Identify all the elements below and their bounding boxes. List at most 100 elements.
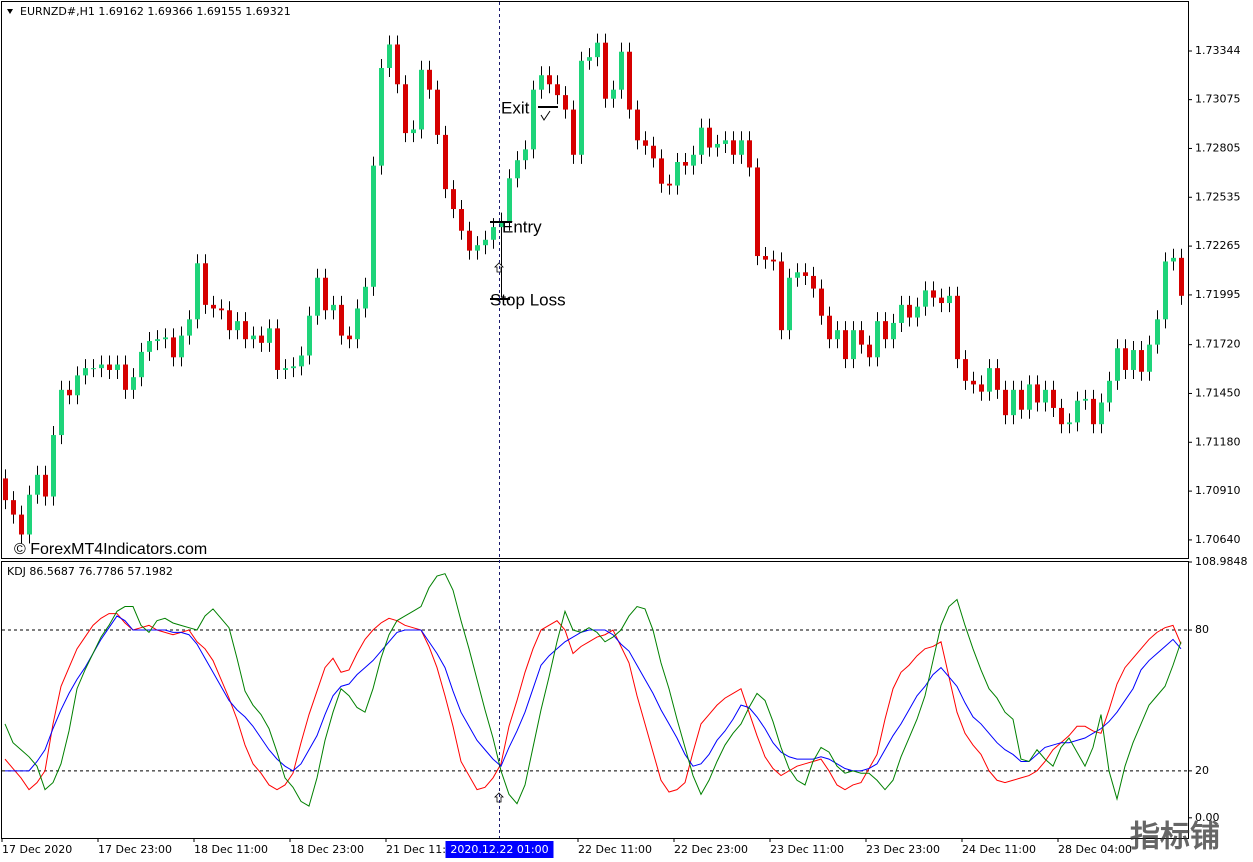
- candle-body: [43, 474, 48, 497]
- candle-body: [203, 263, 208, 305]
- candle-body: [211, 304, 216, 309]
- candle-body: [355, 308, 360, 340]
- candle-body: [123, 364, 128, 390]
- candle-body: [267, 328, 272, 343]
- candle-body: [371, 165, 376, 287]
- indicator-title: KDJ 86.5687 76.7786 57.1982: [7, 565, 173, 578]
- candle-body: [627, 51, 632, 110]
- candle-body: [659, 158, 664, 184]
- candle-body: [467, 230, 472, 251]
- y-tick-label: 1.71450: [1195, 386, 1241, 399]
- y-tick-label: 1.70640: [1195, 533, 1241, 546]
- candle-body: [563, 95, 568, 110]
- candle-body: [483, 239, 488, 246]
- x-tick-label: 23 Dec 11:00: [770, 843, 844, 856]
- candle-body: [315, 277, 320, 316]
- x-tick-label: 28 Dec 04:00: [1058, 843, 1132, 856]
- y-tick-label: 1.71720: [1195, 338, 1241, 351]
- candle-body: [419, 69, 424, 130]
- candle-body: [595, 42, 600, 58]
- candle-body: [787, 277, 792, 331]
- candle-body: [1099, 402, 1104, 425]
- candle-body: [715, 143, 720, 148]
- candle-body: [163, 337, 168, 340]
- candle-body: [155, 339, 160, 342]
- candle-body: [347, 335, 352, 340]
- indicator-panel-frame: [1, 561, 1189, 839]
- candle-body: [363, 286, 368, 309]
- candle-body: [675, 162, 680, 186]
- candle-body: [259, 335, 264, 343]
- candle-body: [107, 364, 112, 370]
- candle-body: [1131, 350, 1136, 370]
- candle-body: [899, 304, 904, 323]
- x-tick-label: 24 Dec 11:00: [962, 843, 1036, 856]
- candle-body: [1019, 389, 1024, 410]
- candle-body: [395, 44, 400, 85]
- candle-body: [475, 245, 480, 251]
- candle-body: [323, 277, 328, 311]
- candle-body: [147, 341, 152, 352]
- candle-body: [1115, 348, 1120, 381]
- candle-body: [907, 304, 912, 318]
- y-tick-label: 80: [1195, 623, 1209, 636]
- y-tick-label: 1.70910: [1195, 484, 1241, 497]
- candle-body: [443, 134, 448, 190]
- candle-body: [947, 295, 952, 304]
- kdj-line: [4, 613, 1182, 793]
- candle-body: [939, 297, 944, 304]
- candle-body: [251, 335, 256, 340]
- exit-check: [540, 110, 551, 121]
- x-tick-label: 18 Dec 11:00: [194, 843, 268, 856]
- candle-body: [779, 261, 784, 331]
- y-tick-label: 1.72265: [1195, 239, 1241, 252]
- candle-body: [531, 89, 536, 150]
- kdj-line: [4, 573, 1182, 807]
- candle-body: [379, 67, 384, 166]
- candle-body: [491, 227, 496, 240]
- candle-body: [1043, 389, 1048, 403]
- candle-body: [739, 140, 744, 155]
- candle-body: [307, 315, 312, 356]
- candle-body: [539, 75, 544, 90]
- indicator-plot: [2, 573, 1188, 807]
- candle-body: [731, 140, 736, 155]
- candle-body: [555, 84, 560, 96]
- candle-body: [1147, 344, 1152, 372]
- x-tick-label: 17 Dec 23:00: [98, 843, 172, 856]
- candle-body: [763, 256, 768, 260]
- candle-body: [99, 364, 104, 369]
- candle-body: [59, 389, 64, 436]
- y-tick-label: 1.71995: [1195, 288, 1241, 301]
- candle-body: [243, 321, 248, 340]
- candle-body: [795, 272, 800, 278]
- candle-body: [859, 330, 864, 345]
- chart-title: EURNZD#,H1 1.69162 1.69366 1.69155 1.693…: [20, 5, 291, 18]
- candle-body: [1155, 319, 1160, 345]
- candle-body: [835, 330, 840, 340]
- candle-body: [1003, 389, 1008, 416]
- candle-body: [179, 335, 184, 358]
- candle-body: [523, 149, 528, 161]
- candle-body: [587, 57, 592, 61]
- candle-body: [1107, 380, 1112, 403]
- candle-body: [131, 377, 136, 390]
- candle-body: [931, 290, 936, 298]
- candle-body: [843, 330, 848, 360]
- watermark: © ForexMT4Indicators.com: [14, 541, 207, 558]
- candle-body: [1067, 422, 1072, 425]
- candle-body: [1123, 348, 1128, 370]
- candle-body: [643, 140, 648, 146]
- candle-body: [427, 69, 432, 90]
- candle-body: [579, 60, 584, 155]
- candle-body: [1035, 384, 1040, 403]
- collapse-triangle[interactable]: [7, 9, 13, 14]
- candle-body: [171, 337, 176, 358]
- y-tick-label: 1.72535: [1195, 190, 1241, 203]
- candle-body: [1059, 407, 1064, 425]
- candle-body: [723, 140, 728, 144]
- x-tick-label: 22 Dec 11:00: [578, 843, 652, 856]
- candle-body: [547, 75, 552, 85]
- candle-body: [971, 380, 976, 385]
- x-tick-label: 22 Dec 23:00: [674, 843, 748, 856]
